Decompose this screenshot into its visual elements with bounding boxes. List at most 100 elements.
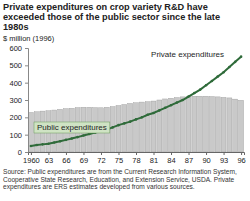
tick-mark (25, 83, 28, 84)
bar (227, 98, 232, 152)
tick-label: 66 (62, 156, 70, 165)
tick-mark (171, 152, 172, 155)
tick-label: 93 (220, 156, 228, 165)
point (76, 136, 79, 139)
chart: Private expenditures on crop variety R&D… (0, 0, 250, 201)
point (211, 80, 214, 83)
point (216, 75, 219, 78)
tick-label: 81 (150, 156, 158, 165)
tick: 69 (80, 152, 88, 165)
tick-label: 87 (185, 156, 193, 165)
tick-label: 75 (115, 156, 123, 165)
tick-mark (25, 117, 28, 118)
point (228, 66, 231, 69)
tick-label: 72 (97, 156, 105, 165)
point (82, 134, 85, 137)
tick: 72 (97, 152, 105, 165)
tick-label: 0 (18, 148, 22, 157)
bar (151, 101, 156, 152)
point (123, 122, 126, 125)
bar (209, 97, 214, 152)
bar (134, 103, 139, 152)
tick-mark (206, 152, 207, 155)
bar (198, 96, 203, 152)
point (181, 99, 184, 102)
point (47, 142, 50, 145)
tick-label: 400 (9, 79, 22, 88)
title: Private expenditures on crop variety R&D… (3, 2, 220, 32)
x-axis: 1960 63 66 69 72 75 78 81 84 87 90 93 96 (23, 152, 246, 165)
tick-mark (101, 152, 102, 155)
tick-mark (189, 152, 190, 155)
bar (157, 100, 162, 152)
tick: 96 (237, 152, 245, 165)
tick-label: 90 (202, 156, 210, 165)
tick-mark (25, 152, 28, 153)
tick-label: 300 (9, 96, 22, 105)
tick: 84 (167, 152, 175, 165)
bar (221, 97, 226, 152)
tick-mark (25, 65, 28, 66)
tick-label: 96 (237, 156, 245, 165)
tick: 400 (9, 79, 28, 88)
tick-mark (118, 152, 119, 155)
point (129, 120, 132, 123)
point (170, 104, 173, 107)
bar (186, 97, 191, 152)
point (152, 112, 155, 115)
tick: 1960 (23, 152, 40, 165)
bar (145, 102, 150, 152)
tick-label: 100 (9, 131, 22, 140)
point (176, 101, 179, 104)
tick-mark (31, 152, 32, 155)
point (35, 144, 38, 147)
point (158, 109, 161, 112)
bar (204, 96, 209, 152)
tick-label: 600 (9, 44, 22, 53)
series-label: Public expenditures (34, 122, 110, 133)
source-note: Source: Public expenditures are from the… (3, 168, 237, 191)
bar (122, 105, 127, 152)
bar (239, 100, 244, 152)
tick-label: 63 (45, 156, 53, 165)
y-axis: 0 100 200 300 400 500 600 (9, 44, 28, 157)
tick: 81 (150, 152, 158, 165)
point (111, 126, 114, 129)
tick-mark (25, 100, 28, 101)
tick: 500 (9, 61, 28, 70)
tick-mark (83, 152, 84, 155)
bar (180, 97, 185, 152)
tick: 87 (185, 152, 193, 165)
tick: 600 (9, 44, 28, 53)
tick-label: 200 (9, 113, 22, 122)
series-label: Private expenditures (151, 50, 224, 59)
series-label-box (34, 122, 110, 133)
point (117, 124, 120, 127)
bar (139, 102, 144, 152)
point (199, 88, 202, 91)
y-axis-title: $ million (1996) (3, 34, 55, 43)
series-label-text: Public expenditures (37, 123, 107, 132)
bar (128, 103, 133, 152)
point (59, 140, 62, 143)
point (205, 84, 208, 87)
point (187, 95, 190, 98)
point (234, 61, 237, 64)
axis-line (25, 49, 29, 153)
point (240, 55, 243, 58)
point (146, 113, 149, 116)
tick: 63 (45, 152, 53, 165)
tick-label: 69 (80, 156, 88, 165)
tick: 78 (132, 152, 140, 165)
tick-mark (66, 152, 67, 155)
bar (116, 106, 121, 152)
tick-mark (25, 135, 28, 136)
tick: 300 (9, 96, 28, 105)
tick: 93 (220, 152, 228, 165)
tick-mark (25, 48, 28, 49)
bar (192, 96, 197, 152)
tick: 66 (62, 152, 70, 165)
tick-label: 84 (167, 156, 175, 165)
line (31, 57, 241, 146)
plot-area (28, 55, 243, 152)
